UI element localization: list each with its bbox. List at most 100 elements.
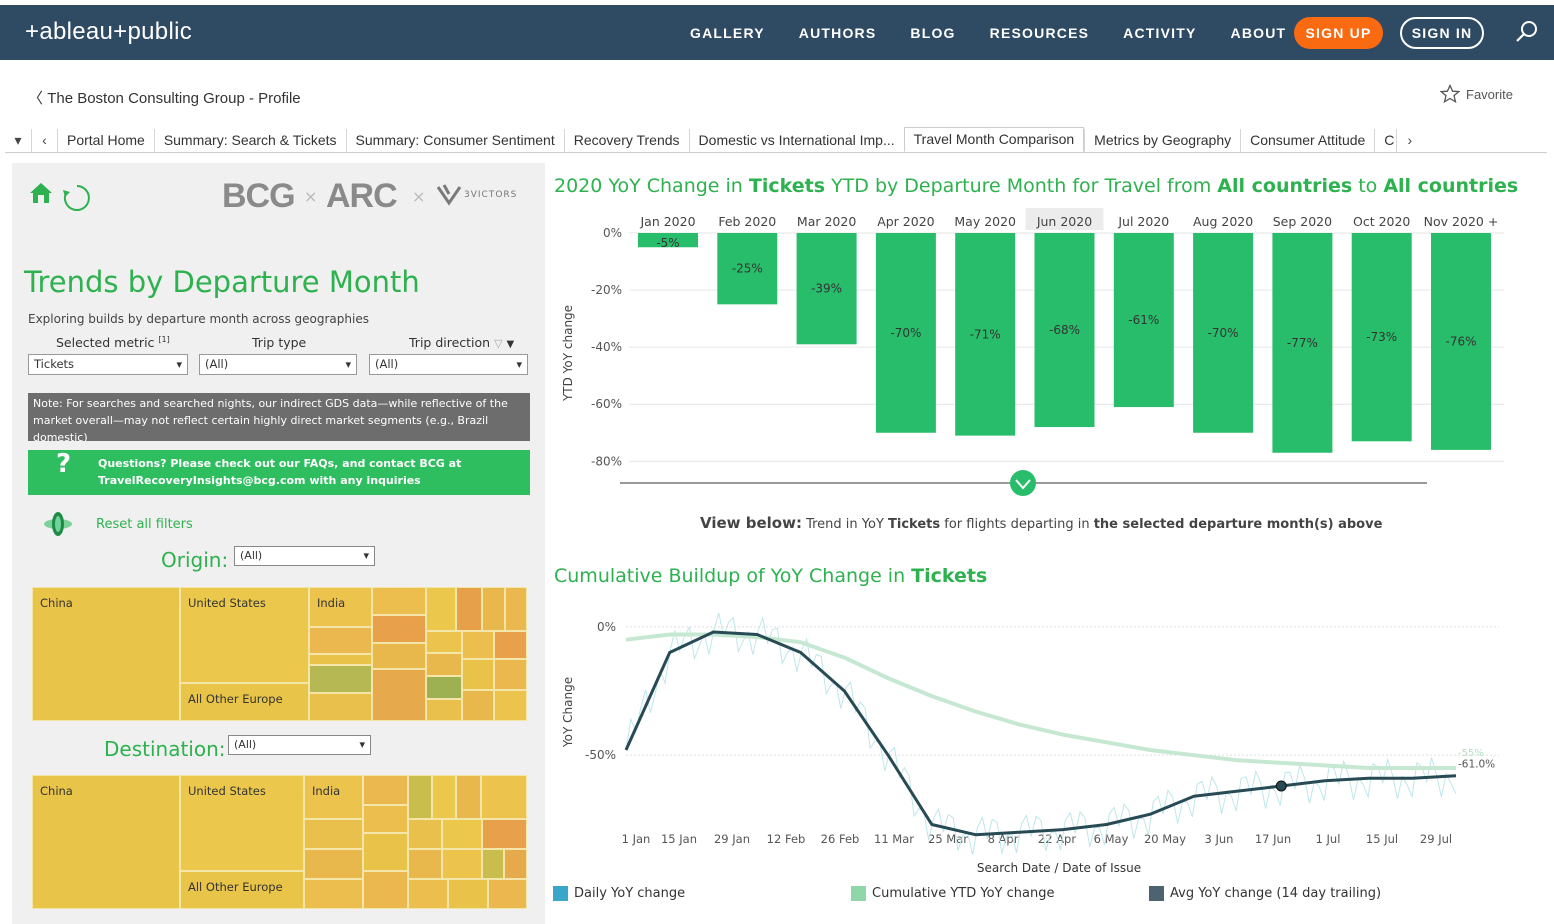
treemap-cell[interactable] [494, 631, 527, 659]
trip-type-select[interactable]: (All) [199, 354, 357, 375]
treemap-cell[interactable] [363, 775, 408, 805]
treemap-cell[interactable] [426, 676, 462, 699]
treemap-cell[interactable] [408, 849, 442, 879]
treemap-cell[interactable] [372, 643, 426, 669]
treemap-cell[interactable] [304, 879, 363, 909]
treemap-cell[interactable] [448, 879, 488, 909]
treemap-cell[interactable] [442, 849, 482, 879]
departure-month-bar-chart: 0% -20% -40% -60% -80% YTD YoY change Jan 2020… [561, 208, 1504, 496]
nav-resources[interactable]: RESOURCES [989, 24, 1090, 41]
treemap-cell[interactable] [363, 871, 408, 909]
y-tick-label: -50% [585, 748, 616, 762]
legend-cumulative[interactable]: Cumulative YTD YoY change [851, 886, 1054, 901]
legend-daily[interactable]: Daily YoY change [553, 886, 685, 901]
treemap-cell[interactable] [462, 690, 494, 721]
treemap-cell[interactable] [309, 665, 372, 693]
treemap-cell[interactable] [505, 587, 527, 631]
tab-domestic-vs-international[interactable]: Domestic vs International Imp... [688, 129, 904, 152]
sign-up-button[interactable]: SIGN UP [1294, 17, 1383, 49]
legend-avg-14-day[interactable]: Avg YoY change (14 day trailing) [1149, 886, 1381, 901]
tab-scroll-right[interactable]: › [1396, 129, 1422, 152]
home-icon[interactable] [28, 181, 54, 205]
tab-recovery-trends[interactable]: Recovery Trends [563, 129, 689, 152]
search-icon[interactable] [1515, 20, 1539, 44]
bcg-logo: BCG [222, 177, 296, 215]
tab-summary-consumer-sentiment[interactable]: Summary: Consumer Sentiment [345, 129, 564, 152]
view-below-metric: Tickets [888, 517, 941, 532]
tab-portal-home[interactable]: Portal Home [57, 129, 154, 152]
treemap-cell[interactable] [426, 699, 462, 721]
treemap-cell[interactable] [304, 819, 363, 849]
treemap-cell[interactable] [456, 587, 482, 631]
selected-metric-select[interactable]: Tickets [28, 354, 188, 375]
nav-activity[interactable]: ACTIVITY [1123, 24, 1197, 41]
treemap-cell[interactable] [426, 587, 456, 631]
nav-about[interactable]: ABOUT [1230, 24, 1287, 41]
refresh-icon[interactable] [62, 183, 92, 213]
treemap-cell[interactable] [309, 654, 372, 665]
treemap-cell[interactable] [309, 627, 372, 654]
origin-cell-united-states[interactable]: United States [180, 587, 309, 683]
legend-swatch [553, 886, 568, 901]
treemap-cell[interactable] [408, 775, 432, 819]
origin-select[interactable]: (All) [234, 546, 375, 566]
origin-cell-china[interactable]: China [32, 587, 180, 721]
treemap-cell[interactable] [482, 587, 505, 631]
title-part: YTD by Departure Month for Travel from [825, 175, 1218, 197]
destination-cell-united-states[interactable]: United States [180, 775, 304, 871]
treemap-cell[interactable] [363, 833, 408, 871]
nav-gallery[interactable]: GALLERY [690, 24, 765, 41]
nav-blog[interactable]: BLOG [910, 24, 956, 41]
sign-in-button[interactable]: SIGN IN [1400, 17, 1484, 49]
treemap-cell[interactable] [304, 849, 363, 879]
origin-cell-all-other-europe[interactable]: All Other Europe [180, 683, 309, 721]
treemap-cell[interactable] [408, 819, 442, 849]
tab-metrics-by-geography[interactable]: Metrics by Geography [1084, 129, 1240, 152]
destination-cell-india[interactable]: India [304, 775, 363, 819]
chevron-down-icon[interactable]: ▼ [506, 339, 515, 350]
origin-cell-india[interactable]: India [309, 587, 372, 627]
nav-authors[interactable]: AUTHORS [798, 24, 877, 41]
tab-travel-month-comparison[interactable]: Travel Month Comparison [903, 127, 1085, 152]
favorite-button[interactable]: Favorite [1440, 84, 1513, 104]
treemap-cell[interactable] [363, 805, 408, 833]
filter-icon[interactable]: ▽ [494, 337, 503, 350]
treemap-cell[interactable] [442, 819, 482, 849]
treemap-cell[interactable] [494, 690, 527, 721]
tab-truncated[interactable]: C [1374, 129, 1396, 152]
treemap-cell[interactable] [504, 849, 527, 879]
trip-direction-select[interactable]: (All) [369, 354, 528, 375]
destination-cell-china[interactable]: China [32, 775, 180, 909]
treemap-cell[interactable] [372, 669, 426, 721]
tab-consumer-attitude[interactable]: Consumer Attitude [1240, 129, 1374, 152]
treemap-cell[interactable] [482, 849, 504, 879]
treemap-cell[interactable] [426, 653, 462, 676]
destination-select[interactable]: (All) [228, 735, 371, 755]
treemap-cell[interactable] [408, 879, 448, 909]
treemap-cell[interactable] [462, 631, 494, 659]
back-to-profile-link[interactable]: 〈 The Boston Consulting Group - Profile [28, 87, 301, 108]
tab-summary-search-tickets[interactable]: Summary: Search & Tickets [153, 129, 346, 152]
treemap-cell[interactable] [482, 819, 527, 849]
star-icon [1440, 84, 1460, 104]
x-tick-label: Mar 2020 [797, 214, 856, 229]
questions-banner[interactable]: ? Questions? Please check out our FAQs, … [28, 450, 530, 495]
destination-cell-all-other-europe[interactable]: All Other Europe [180, 871, 304, 909]
title-part: to [1352, 175, 1384, 197]
treemap-cell[interactable] [372, 615, 426, 643]
tab-list-dropdown[interactable]: ▾ [14, 132, 22, 148]
y-tick-label: -40% [591, 340, 622, 354]
treemap-cell[interactable] [456, 775, 481, 819]
treemap-cell[interactable] [426, 631, 462, 653]
tableau-public-logo[interactable]: +ableau+public [25, 18, 193, 45]
tab-scroll-left[interactable]: ‹ [31, 129, 57, 152]
treemap-cell[interactable] [432, 775, 456, 819]
treemap-cell[interactable] [372, 587, 426, 615]
reset-all-filters-button[interactable]: Reset all filters [42, 509, 193, 539]
treemap-cell[interactable] [309, 693, 372, 721]
treemap-cell[interactable] [494, 659, 527, 690]
treemap-cell[interactable] [488, 879, 527, 909]
x-tick-label: 20 May [1144, 832, 1186, 846]
treemap-cell[interactable] [462, 659, 494, 690]
treemap-cell[interactable] [481, 775, 527, 819]
